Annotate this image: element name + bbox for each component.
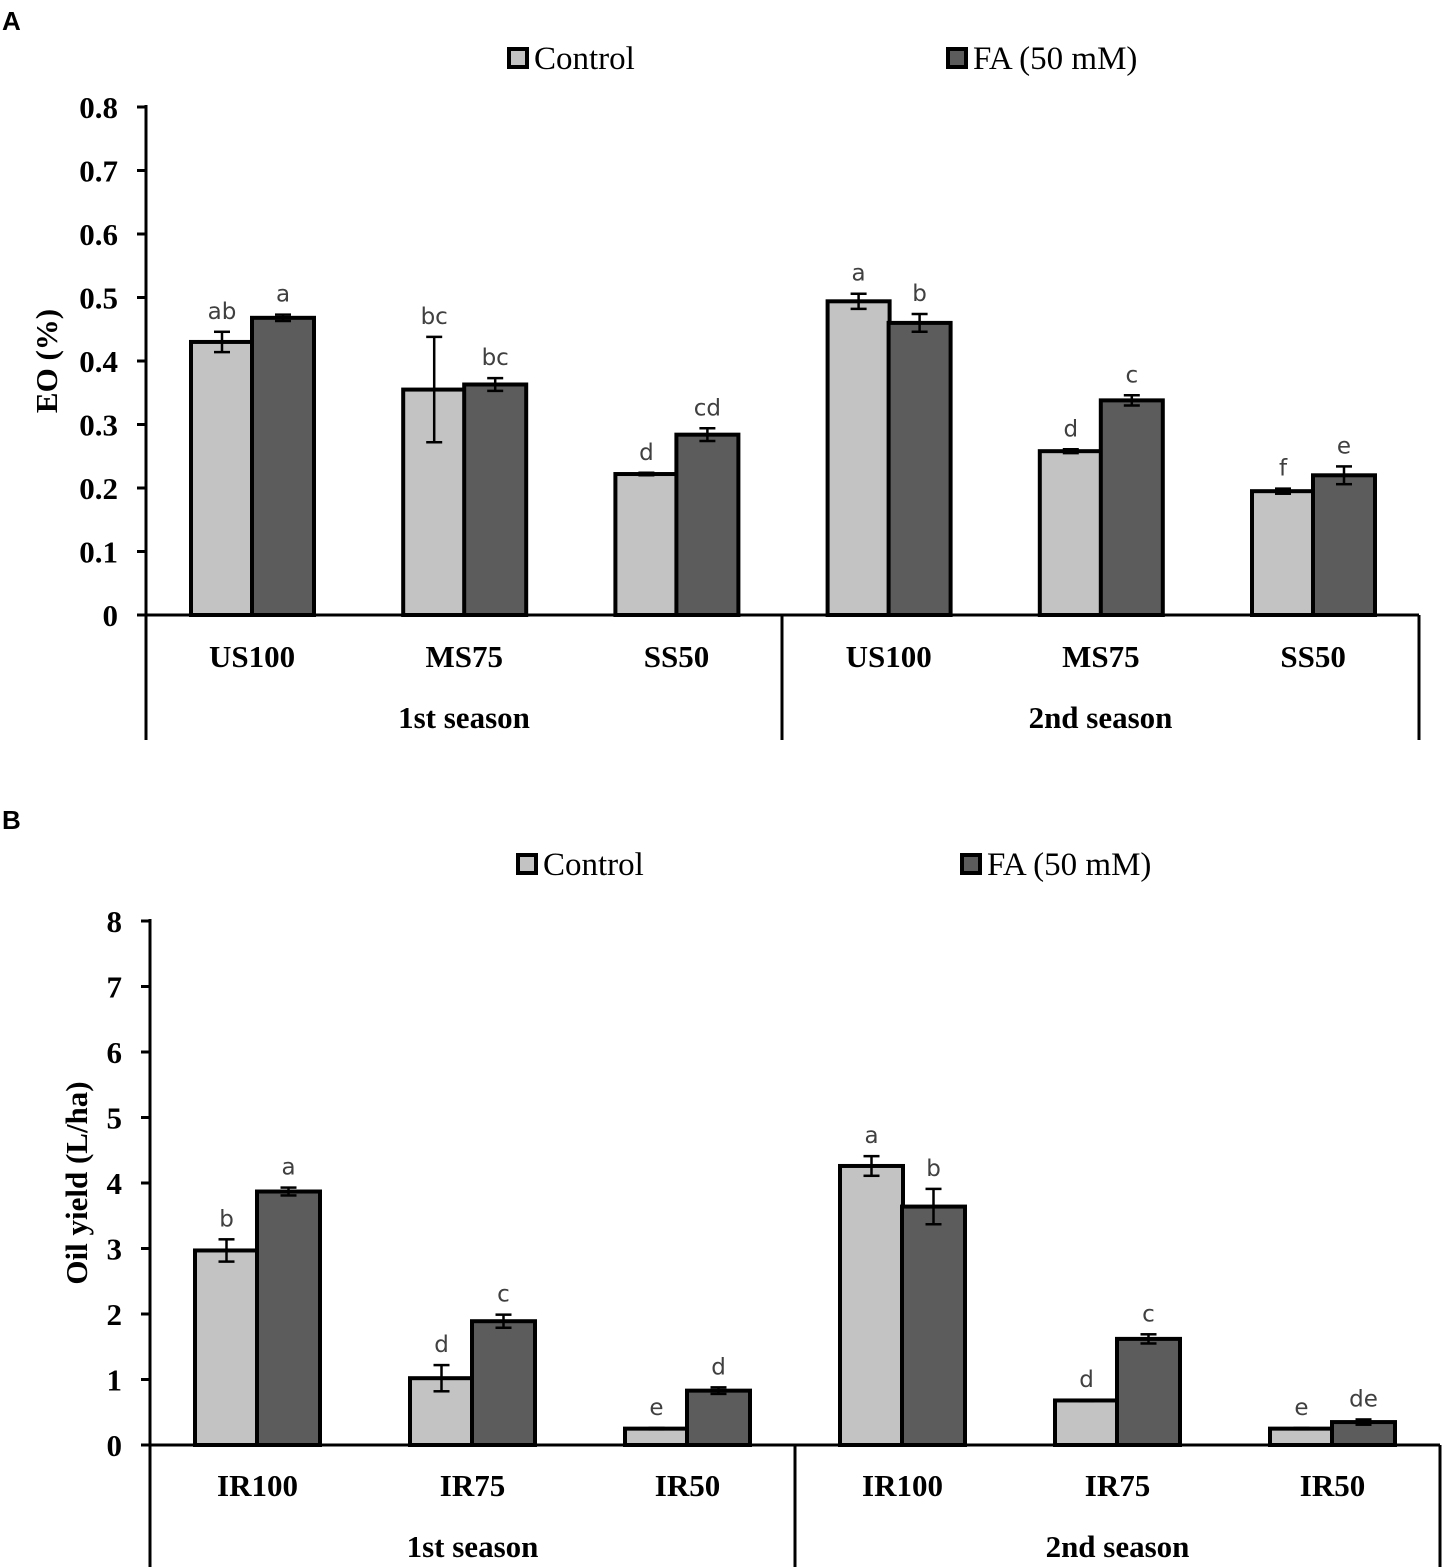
b-bar-fa — [685, 1388, 752, 1448]
b-bar-control — [623, 1426, 690, 1447]
b-ytick-label: 1 — [107, 1363, 123, 1398]
a-legend-swatch-control — [507, 47, 529, 69]
b-significance-letter: b — [926, 1156, 941, 1182]
b-significance-letter: d — [434, 1332, 449, 1358]
a-significance-letter: ab — [208, 299, 237, 325]
a-bar-control — [189, 339, 255, 617]
b-category-label: IR75 — [1085, 1468, 1150, 1503]
a-category-label: MS75 — [426, 639, 504, 674]
b-category-label: IR50 — [655, 1468, 720, 1503]
b-bar-control — [838, 1163, 905, 1447]
a-bar-fa — [462, 382, 529, 617]
a-category-label: US100 — [209, 639, 295, 674]
a-ytick-label: 0.5 — [79, 281, 118, 316]
b-significance-letter: b — [219, 1206, 234, 1232]
b-significance-letter: a — [864, 1123, 878, 1149]
b-significance-letter: e — [649, 1395, 663, 1421]
a-significance-letter: b — [912, 281, 927, 307]
a-ytick-label: 0.6 — [79, 217, 118, 252]
a-bar-fa — [1311, 473, 1377, 617]
a-ytick-label: 0.8 — [79, 90, 118, 125]
panel-letter-b: B — [2, 805, 21, 835]
a-bar-fa — [886, 320, 953, 617]
a-y-axis-title: EO (%) — [29, 309, 64, 413]
b-ytick-label: 7 — [107, 970, 123, 1005]
b-significance-letter: c — [1142, 1301, 1155, 1327]
a-season-label: 1st season — [398, 700, 530, 735]
a-significance-letter: cd — [694, 395, 721, 421]
b-bar-control — [1268, 1426, 1335, 1447]
a-bar-fa — [1098, 398, 1165, 617]
a-significance-letter: a — [852, 261, 866, 287]
a-significance-letter: a — [276, 282, 290, 308]
a-significance-letter: bc — [421, 304, 448, 330]
b-legend-label-fa: FA (50 mM) — [987, 847, 1151, 883]
b-significance-letter: e — [1294, 1395, 1308, 1421]
a-category-label: US100 — [846, 639, 932, 674]
b-season-label: 1st season — [407, 1529, 539, 1564]
panel-letter-a: A — [2, 6, 21, 36]
b-significance-letter: a — [281, 1155, 295, 1181]
b-significance-letter: c — [497, 1282, 510, 1308]
a-significance-letter: d — [639, 440, 654, 466]
a-legend-label-control: Control — [534, 41, 635, 77]
a-ytick-label: 0.7 — [79, 154, 118, 189]
b-legend-swatch-fa — [960, 853, 982, 875]
a-significance-letter: e — [1337, 433, 1351, 459]
b-ytick-label: 6 — [107, 1035, 123, 1070]
b-ytick-label: 3 — [107, 1232, 123, 1267]
b-bar-fa — [900, 1204, 967, 1447]
b-ytick-label: 5 — [107, 1101, 123, 1136]
a-bar-control — [825, 299, 892, 617]
a-bar-control — [1037, 449, 1104, 618]
a-ytick-label: 0.4 — [79, 344, 118, 379]
b-ytick-label: 8 — [107, 904, 123, 939]
chart-b: 0 1 2 3 4 5 6 7 8 Oil yield (L/ha) b a d c e d a b d c e de IR… — [59, 847, 1442, 1567]
a-legend-swatch-fa — [946, 47, 968, 69]
a-category-label: SS50 — [1280, 639, 1345, 674]
a-significance-letter: d — [1063, 416, 1078, 442]
b-bar-fa — [255, 1189, 322, 1448]
b-bar-fa — [470, 1319, 537, 1448]
b-ytick-label: 4 — [107, 1166, 123, 1201]
b-y-axis-title: Oil yield (L/ha) — [59, 1081, 94, 1284]
a-bar-control — [613, 472, 680, 617]
chart-a: 00.10.20.30.40.50.60.70.8EO (%) ababcbcdc… — [29, 41, 1421, 740]
a-ytick-label: 0.1 — [79, 535, 118, 570]
b-legend-label-control: Control — [543, 847, 644, 883]
a-significance-letter: f — [1279, 456, 1288, 482]
a-bar-fa — [250, 315, 316, 617]
a-bar-fa — [674, 432, 741, 617]
b-category-label: IR50 — [1300, 1468, 1365, 1503]
a-ytick-label: 0 — [103, 598, 119, 633]
a-ytick-label: 0.3 — [79, 408, 118, 443]
a-category-label: MS75 — [1062, 639, 1140, 674]
b-bar-control — [193, 1248, 260, 1447]
a-bar-control — [1250, 489, 1316, 617]
b-bar-control — [1053, 1398, 1120, 1448]
b-ytick-label: 0 — [107, 1428, 123, 1463]
a-significance-letter: bc — [482, 345, 509, 371]
b-legend-swatch-control — [516, 853, 538, 875]
b-category-label: IR100 — [862, 1468, 943, 1503]
b-significance-letter: d — [711, 1354, 726, 1380]
a-ytick-label: 0.2 — [79, 471, 118, 506]
b-category-label: IR100 — [217, 1468, 298, 1503]
a-significance-letter: c — [1125, 362, 1138, 388]
b-significance-letter: de — [1349, 1386, 1378, 1412]
b-bar-fa — [1115, 1336, 1182, 1448]
b-season-label: 2nd season — [1046, 1529, 1190, 1564]
b-significance-letter: d — [1079, 1367, 1094, 1393]
a-season-label: 2nd season — [1029, 700, 1173, 735]
a-category-label: SS50 — [644, 639, 709, 674]
b-ytick-label: 2 — [107, 1297, 123, 1332]
b-category-label: IR75 — [440, 1468, 505, 1503]
a-legend-label-fa: FA (50 mM) — [973, 41, 1137, 77]
